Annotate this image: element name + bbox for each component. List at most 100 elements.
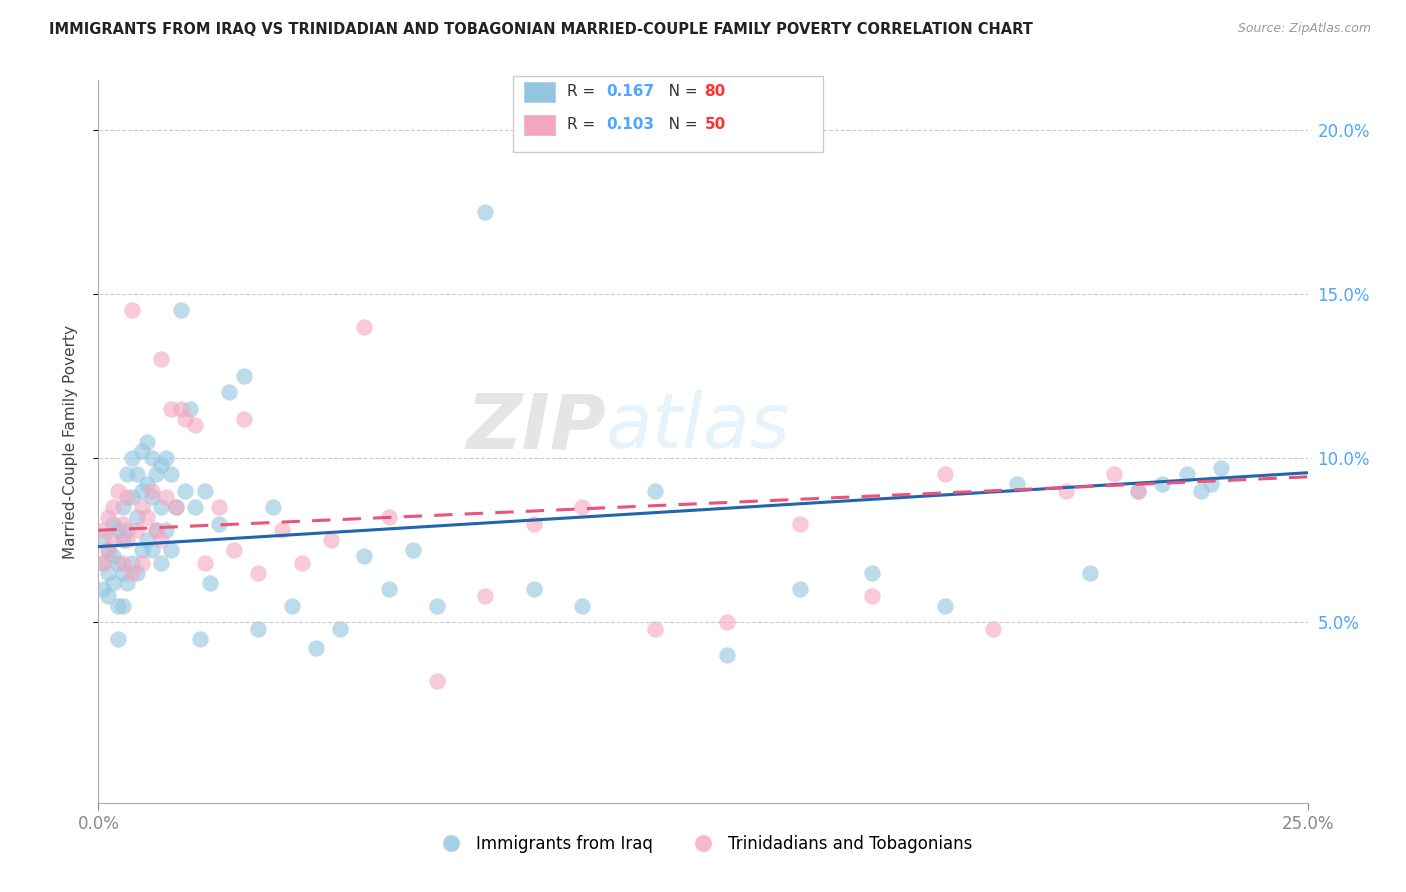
Point [97,542,120,557]
Point [111,516,134,531]
Point [107,599,129,613]
Point [127,510,149,524]
Point [184,500,207,515]
Point [716,615,738,630]
Point [571,500,593,515]
Point [1189,483,1212,498]
Point [127,566,149,580]
Point [135,510,157,524]
Point [155,450,177,465]
Text: ZIP: ZIP [467,390,606,464]
Point [208,500,231,515]
Point [402,542,425,557]
Point [91,582,114,597]
Point [329,622,352,636]
Point [97,510,120,524]
Point [141,542,163,557]
Point [1199,477,1222,491]
Point [934,599,956,613]
Point [716,648,738,662]
Text: R =: R = [567,85,600,99]
Point [232,368,254,383]
Point [150,352,173,367]
Point [107,483,129,498]
Point [107,556,129,570]
Point [150,500,173,515]
Point [184,418,207,433]
Point [111,556,134,570]
Point [101,575,124,590]
Point [145,467,167,482]
Text: R =: R = [567,118,600,132]
Point [305,641,328,656]
Point [160,542,183,557]
Point [1152,477,1174,491]
Point [1128,483,1150,498]
Point [169,303,191,318]
Point [377,582,399,597]
Point [426,599,449,613]
Point [174,411,197,425]
Point [131,483,153,498]
Text: 0.103: 0.103 [606,118,654,132]
Point [208,516,231,531]
Point [107,523,129,537]
Point [198,575,221,590]
Point [155,491,177,505]
Point [160,467,183,482]
Text: 80: 80 [704,85,725,99]
Point [111,599,134,613]
Point [194,556,217,570]
Point [789,516,811,531]
Point [281,599,304,613]
Point [474,204,496,219]
Text: N =: N = [654,85,702,99]
Point [1175,467,1198,482]
Y-axis label: Married-Couple Family Poverty: Married-Couple Family Poverty [63,325,77,558]
Point [150,556,173,570]
Point [165,500,187,515]
Point [222,542,245,557]
Point [121,556,143,570]
Point [271,523,294,537]
Point [117,467,139,482]
Point [135,477,157,491]
Point [1078,566,1101,580]
Point [91,556,114,570]
Point [860,566,883,580]
Point [127,467,149,482]
Point [141,450,163,465]
Point [179,401,201,416]
Point [319,533,342,547]
Point [1007,477,1029,491]
Point [644,622,666,636]
Point [218,385,240,400]
Legend: Immigrants from Iraq, Trinidadians and Tobagonians: Immigrants from Iraq, Trinidadians and T… [427,828,979,860]
Point [111,500,134,515]
Point [571,599,593,613]
Text: atlas: atlas [606,390,790,464]
Point [981,622,1004,636]
Point [91,556,114,570]
Point [474,589,496,603]
Point [97,542,120,557]
Point [145,523,167,537]
Point [145,523,167,537]
Point [117,575,139,590]
Point [150,533,173,547]
Text: 0.167: 0.167 [606,85,654,99]
Text: 50: 50 [704,118,725,132]
Point [101,516,124,531]
Point [121,491,143,505]
Point [131,444,153,458]
Point [353,319,375,334]
Point [121,303,143,318]
Point [101,549,124,564]
Point [1054,483,1077,498]
Point [141,491,163,505]
Point [160,401,183,416]
Point [117,523,139,537]
Point [353,549,375,564]
Point [934,467,956,482]
Point [121,566,143,580]
